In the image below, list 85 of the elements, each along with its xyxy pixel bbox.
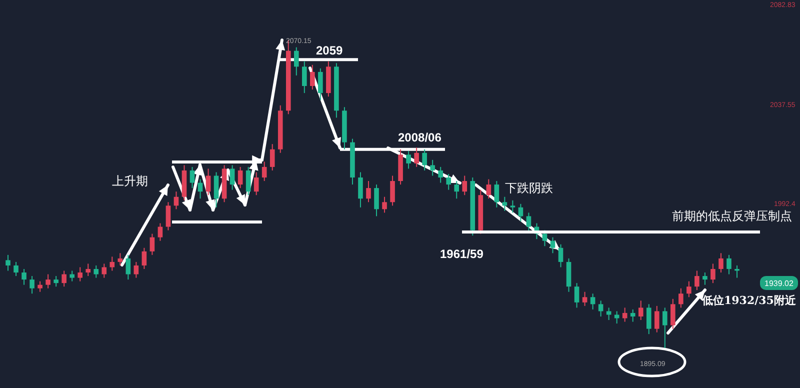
candlestick — [510, 200, 516, 214]
candlestick — [198, 178, 203, 200]
annotation: 低位1932/35附近 — [702, 294, 796, 307]
candlestick — [702, 272, 708, 286]
candlestick — [150, 233, 155, 256]
candlestick — [254, 172, 259, 196]
candlestick — [302, 60, 307, 94]
candlestick — [366, 180, 371, 203]
candlestick — [30, 276, 34, 294]
candlestick — [494, 180, 500, 208]
annotation: 1961/59 — [440, 247, 484, 261]
candlestick — [54, 276, 58, 288]
candlestick — [582, 291, 588, 306]
candlestick — [158, 222, 163, 242]
candlestick — [526, 212, 532, 233]
candlestick — [310, 64, 315, 90]
candlestick — [590, 293, 596, 310]
candlestick — [318, 68, 323, 101]
candlestick — [518, 203, 524, 222]
candlestick — [46, 274, 50, 289]
candlestick — [270, 144, 275, 171]
candlestick — [142, 247, 147, 270]
candlestick — [574, 282, 580, 308]
candlestick — [102, 263, 107, 278]
candlestick — [422, 148, 427, 171]
candlestick — [710, 263, 716, 284]
candlestick — [670, 298, 676, 330]
candlestick — [558, 244, 564, 268]
candlestick — [22, 268, 26, 286]
candlestick — [430, 159, 435, 176]
candlestick — [126, 254, 131, 280]
candlestick — [94, 264, 99, 278]
candlestick — [78, 266, 83, 282]
candlestick — [606, 307, 612, 321]
candlestick — [206, 168, 211, 196]
candlestick — [662, 307, 668, 348]
candlestick — [238, 166, 243, 189]
candlestick — [686, 280, 692, 298]
candlestick — [630, 308, 636, 322]
candlestick — [38, 280, 42, 292]
candlestick — [110, 256, 115, 272]
candlestick — [262, 161, 267, 182]
candlestick — [246, 166, 251, 196]
candlestick — [462, 175, 468, 196]
annotation: 前期的低点反弹压制点 — [672, 209, 792, 223]
candlestick — [646, 304, 652, 335]
candlestick — [134, 261, 139, 278]
candlestick — [358, 172, 363, 208]
annotation: 上升期 — [112, 174, 148, 188]
candlestick — [166, 202, 171, 231]
candlestick — [62, 270, 66, 288]
candlestick — [598, 300, 604, 317]
annotation: 下跌阴跌 — [505, 181, 553, 195]
candlestick — [190, 166, 195, 189]
candlestick — [694, 270, 700, 291]
candlestick — [414, 147, 419, 168]
candlestick — [70, 270, 74, 282]
candlestick — [438, 166, 443, 184]
candlestick — [550, 236, 556, 254]
annotation: 2059 — [316, 44, 343, 58]
candlestick — [6, 254, 10, 272]
candlestick — [174, 191, 179, 210]
candlestick — [654, 305, 660, 333]
candlestick — [390, 175, 395, 206]
candlestick — [86, 263, 91, 277]
annotation: 1939.02 — [764, 279, 794, 288]
candlestick — [446, 173, 452, 190]
candlestick — [118, 252, 123, 266]
candlestick — [718, 252, 724, 274]
candlestick — [14, 261, 18, 277]
candlestick — [486, 178, 492, 200]
candlestick — [406, 150, 411, 170]
candlestick — [294, 46, 299, 76]
candlestick — [614, 310, 620, 324]
candlestick — [726, 254, 732, 275]
candlestick — [382, 196, 387, 214]
candlestick — [454, 180, 460, 200]
candlestick — [678, 288, 684, 308]
candlestick — [502, 196, 508, 212]
candlestick — [230, 164, 235, 190]
candlestick — [214, 172, 219, 208]
candlestick — [638, 300, 644, 321]
candlestick — [734, 264, 740, 278]
candlestick — [374, 184, 379, 217]
annotation: 2008/06 — [398, 130, 442, 144]
